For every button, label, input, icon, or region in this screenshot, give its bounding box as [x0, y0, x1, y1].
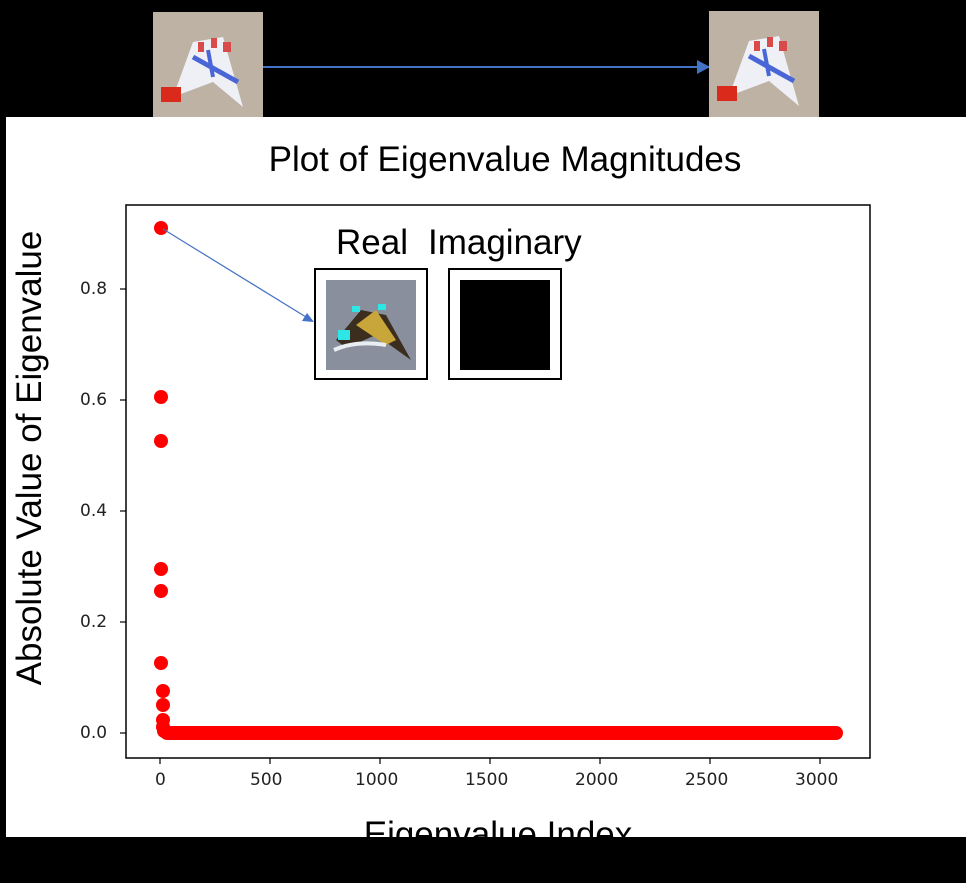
- x-tick-label: 1000: [355, 770, 399, 790]
- x-tick-label: 500: [250, 770, 283, 790]
- x-tick-label: 2000: [575, 770, 619, 790]
- bottom-black-bar: [0, 837, 966, 883]
- y-tick-label: 0.2: [80, 612, 108, 632]
- x-tick-label: 0: [155, 770, 166, 790]
- chart-title: Plot of Eigenvalue Magnitudes: [268, 140, 742, 179]
- inset-imaginary-label: Imaginary: [428, 223, 582, 262]
- y-tick-label: 0.0: [80, 723, 108, 743]
- inset-imaginary: [448, 268, 562, 380]
- real-eigenvector-image: [326, 280, 416, 370]
- inset-real-label: Real: [336, 223, 408, 262]
- output-airplane-image: [709, 11, 819, 121]
- y-tick-label: 0.8: [80, 279, 108, 299]
- x-tick-label: 3000: [795, 770, 839, 790]
- imaginary-eigenvector-image: [460, 280, 550, 370]
- near-zero-tail: [160, 726, 843, 740]
- arrow-head-icon: [697, 60, 710, 74]
- x-tick-label: 1500: [465, 770, 509, 790]
- y-tick-label: 0.6: [80, 390, 108, 410]
- y-tick-label: 0.4: [80, 501, 108, 521]
- input-airplane-image: [153, 12, 263, 122]
- transform-arrow: [263, 66, 711, 68]
- x-tick-label: 2500: [685, 770, 729, 790]
- inset-real: [314, 268, 428, 380]
